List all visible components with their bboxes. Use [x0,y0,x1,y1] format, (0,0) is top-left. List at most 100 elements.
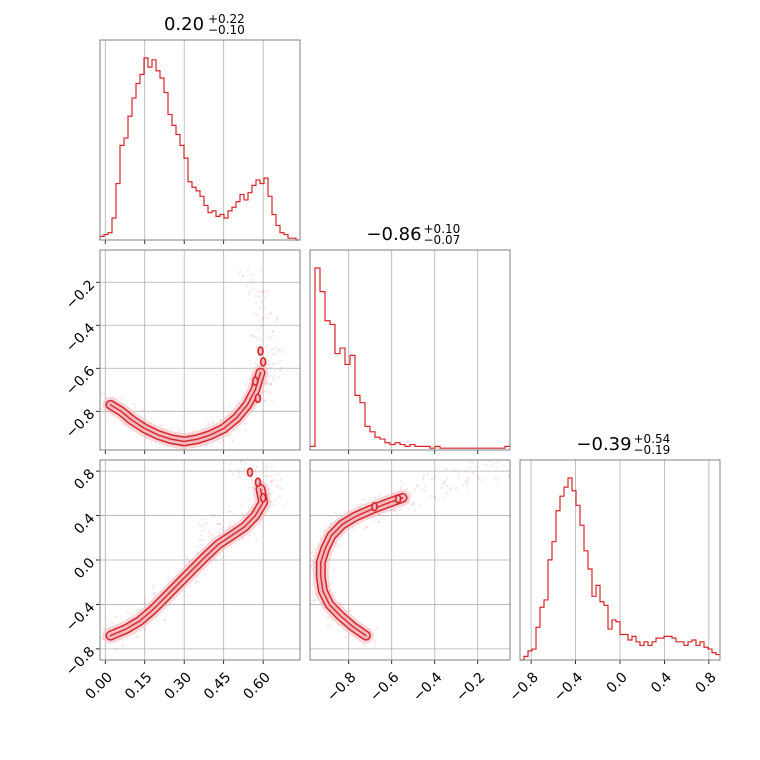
sample-point [475,466,478,469]
sample-point [250,334,253,337]
sample-point [201,529,204,533]
sample-point [256,336,259,339]
tick-label-y: 0.8 [71,466,98,493]
sample-point [231,473,234,476]
sample-point [194,581,197,584]
sample-point [144,601,147,604]
sample-point [207,530,211,533]
sample-point [152,584,155,587]
sample-point [153,592,156,596]
sample-point [258,306,261,309]
sample-point [212,420,215,423]
sample-point [449,488,452,491]
sample-point [196,453,198,455]
tick-label-x: −0.6 [367,669,402,704]
sample-point [421,476,425,479]
sample-point [333,512,336,515]
sample-point [271,363,274,366]
sample-point [152,594,155,597]
sample-point [126,611,129,615]
sample-point [281,504,285,507]
sample-point [430,495,433,498]
density-contour-outer [315,492,408,641]
sample-point [476,475,479,478]
param-title-upper-2: +0.54 [634,432,671,446]
tick-label-x: −0.4 [410,669,445,704]
panel-frame [309,249,511,451]
density-contour-fill [107,485,267,640]
sample-point [396,513,399,516]
joint-density [310,460,510,649]
tick-label-x: 0.45 [201,669,234,702]
joint-density [100,268,284,455]
sample-point [269,335,272,338]
sample-point [340,603,344,606]
sample-point [254,301,257,304]
sample-point [327,623,330,627]
sample-point [258,319,261,323]
panel-1-0 [96,249,301,455]
sample-point [406,488,409,491]
sample-point [377,495,380,498]
sample-point [269,383,272,386]
tick-label-x: 0.8 [693,669,720,696]
sample-point [263,465,266,468]
sample-point [413,509,417,512]
sample-point [400,479,403,482]
sample-point [481,479,484,482]
sample-point [269,311,272,314]
sample-point [270,348,273,351]
tick-label-x: 0.15 [122,669,155,702]
sample-point [233,456,235,458]
sample-point [239,461,242,464]
sample-point [409,491,412,494]
sample-point [408,502,411,505]
sample-point [250,497,253,500]
sample-point [272,363,275,366]
sample-point [166,576,170,580]
sample-point [200,543,204,546]
param-title-1: −0.86 [366,224,421,245]
sample-point [269,383,272,386]
sample-point [228,521,231,524]
sample-point [267,290,270,293]
sample-point [418,504,421,508]
param-title-0: 0.20 [164,14,204,35]
sample-point [222,406,225,409]
sample-point [262,316,265,319]
sample-point [278,495,282,498]
sample-point [329,515,332,518]
sample-point [339,602,342,605]
sample-point [269,480,272,483]
sample-point [248,290,252,293]
sample-point [270,483,273,486]
tick-label-x: 0.30 [162,669,195,702]
sample-point [163,618,166,622]
sample-point [265,344,268,348]
sample-point [466,491,469,494]
sample-point [329,626,332,629]
sample-point [270,465,273,468]
tick-label-x: −0.8 [507,669,542,704]
param-title-lower-0: −0.10 [208,23,245,37]
sample-point [242,513,245,516]
sample-point [338,544,341,547]
panel-layer [96,39,721,664]
sample-point [274,369,277,372]
sample-point [266,363,270,366]
sample-point [250,280,253,283]
sample-point [170,427,173,430]
sample-point [273,503,276,506]
sample-point [277,362,280,365]
sample-point [230,453,232,455]
sample-point [214,558,217,562]
sample-point [433,495,437,499]
sample-point [246,284,249,287]
sample-point [279,348,282,351]
sample-point [114,615,117,618]
tick-label-y: 0.0 [71,555,98,582]
sample-point [445,476,448,479]
param-title-lower-2: −0.19 [634,443,671,457]
sample-point [263,307,266,310]
sample-point [263,399,266,402]
